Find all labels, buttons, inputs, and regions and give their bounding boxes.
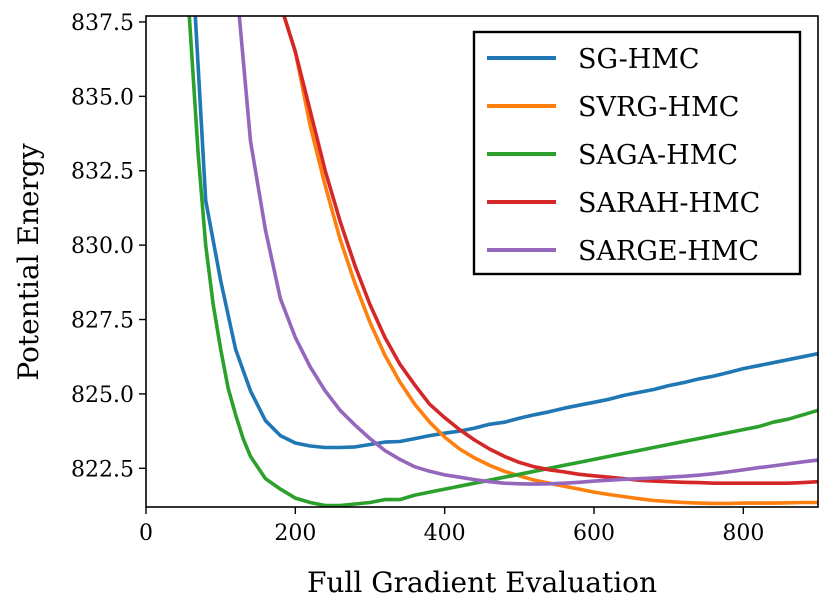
y-tick-label: 827.5 [71, 309, 134, 334]
legend-label: SARAH-HMC [578, 188, 760, 219]
y-axis: 822.5 825.0 827.5 830.0 832.5 835.0 837.5 [71, 11, 146, 482]
y-tick-label: 830.0 [71, 234, 134, 259]
legend-label: SARGE-HMC [578, 236, 759, 267]
legend-label: SG-HMC [578, 44, 700, 75]
y-tick-label: 835.0 [71, 85, 134, 110]
y-tick-label: 832.5 [71, 160, 134, 185]
series-line-sarge-hmc [237, 16, 818, 486]
series-line-saga-hmc [187, 16, 818, 507]
legend-label: SAGA-HMC [578, 140, 738, 171]
x-tick-label: 400 [424, 521, 466, 546]
series-line-sg-hmc [193, 16, 818, 450]
x-axis-label: Full Gradient Evaluation [307, 566, 657, 599]
x-tick-label: 200 [274, 521, 316, 546]
y-tick-label: 825.0 [71, 383, 134, 408]
x-tick-label: 800 [722, 521, 764, 546]
y-tick-label: 837.5 [71, 11, 134, 36]
series-layer [187, 16, 818, 507]
y-axis-label: Potential Energy [12, 143, 45, 381]
series-line-sarah-hmc [282, 16, 818, 486]
x-tick-label: 0 [139, 521, 153, 546]
legend: SG-HMC SVRG-HMC SAGA-HMC SARAH-HMC SARGE-HMC [472, 30, 802, 276]
legend-label: SVRG-HMC [578, 92, 739, 123]
x-axis: 0 200 400 600 800 [139, 507, 764, 546]
y-tick-label: 822.5 [71, 457, 134, 482]
plot-frame [145, 15, 819, 508]
x-tick-label: 600 [573, 521, 615, 546]
